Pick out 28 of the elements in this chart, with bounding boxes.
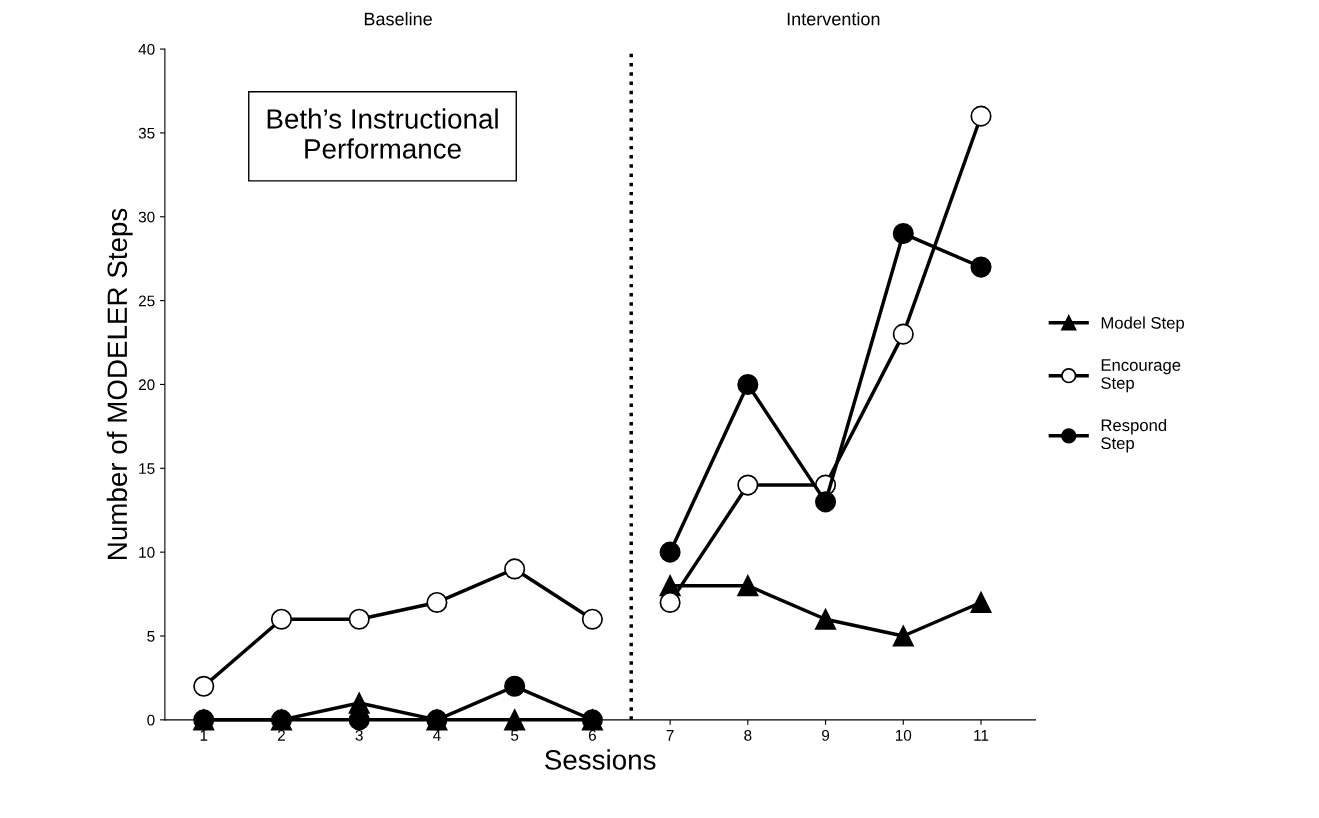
legend-label: Model Step bbox=[1101, 316, 1185, 333]
x-tick-label: 7 bbox=[666, 730, 674, 741]
x-tick-label: 6 bbox=[588, 729, 596, 741]
text: Intervention bbox=[787, 12, 880, 26]
y-tick-label: 15 bbox=[139, 463, 155, 474]
y-tick-label: 5 bbox=[147, 631, 155, 642]
x-tick-label: 1 bbox=[200, 730, 208, 741]
y-tick-label: 10 bbox=[139, 547, 155, 558]
x-tick-label: 10 bbox=[895, 729, 912, 741]
x-tick-label: 5 bbox=[511, 730, 519, 741]
x-tick-label: 3 bbox=[355, 729, 363, 741]
x-tick-label: 11 bbox=[974, 730, 989, 741]
x-axis-title: Sessions bbox=[545, 749, 656, 770]
x-tick-label: 2 bbox=[277, 729, 285, 741]
x-tick-label: 8 bbox=[744, 729, 752, 741]
text: Beth’s Instructional Performance bbox=[267, 108, 498, 159]
y-tick-label: 35 bbox=[138, 127, 155, 139]
y-tick-label: 0 bbox=[147, 714, 155, 726]
x-tick-label: 9 bbox=[822, 729, 830, 741]
y-tick-label: 40 bbox=[138, 43, 155, 55]
legend-label: Encourage Step bbox=[1101, 359, 1181, 393]
y-axis-title: Number of MODELER Steps bbox=[106, 208, 133, 559]
legend-label: Respond Step bbox=[1101, 418, 1167, 453]
y-tick-label: 30 bbox=[138, 211, 155, 223]
text: Baseline bbox=[364, 12, 432, 26]
x-tick-label: 4 bbox=[433, 730, 441, 741]
y-tick-label: 25 bbox=[138, 295, 155, 307]
y-tick-label: 20 bbox=[138, 379, 155, 391]
